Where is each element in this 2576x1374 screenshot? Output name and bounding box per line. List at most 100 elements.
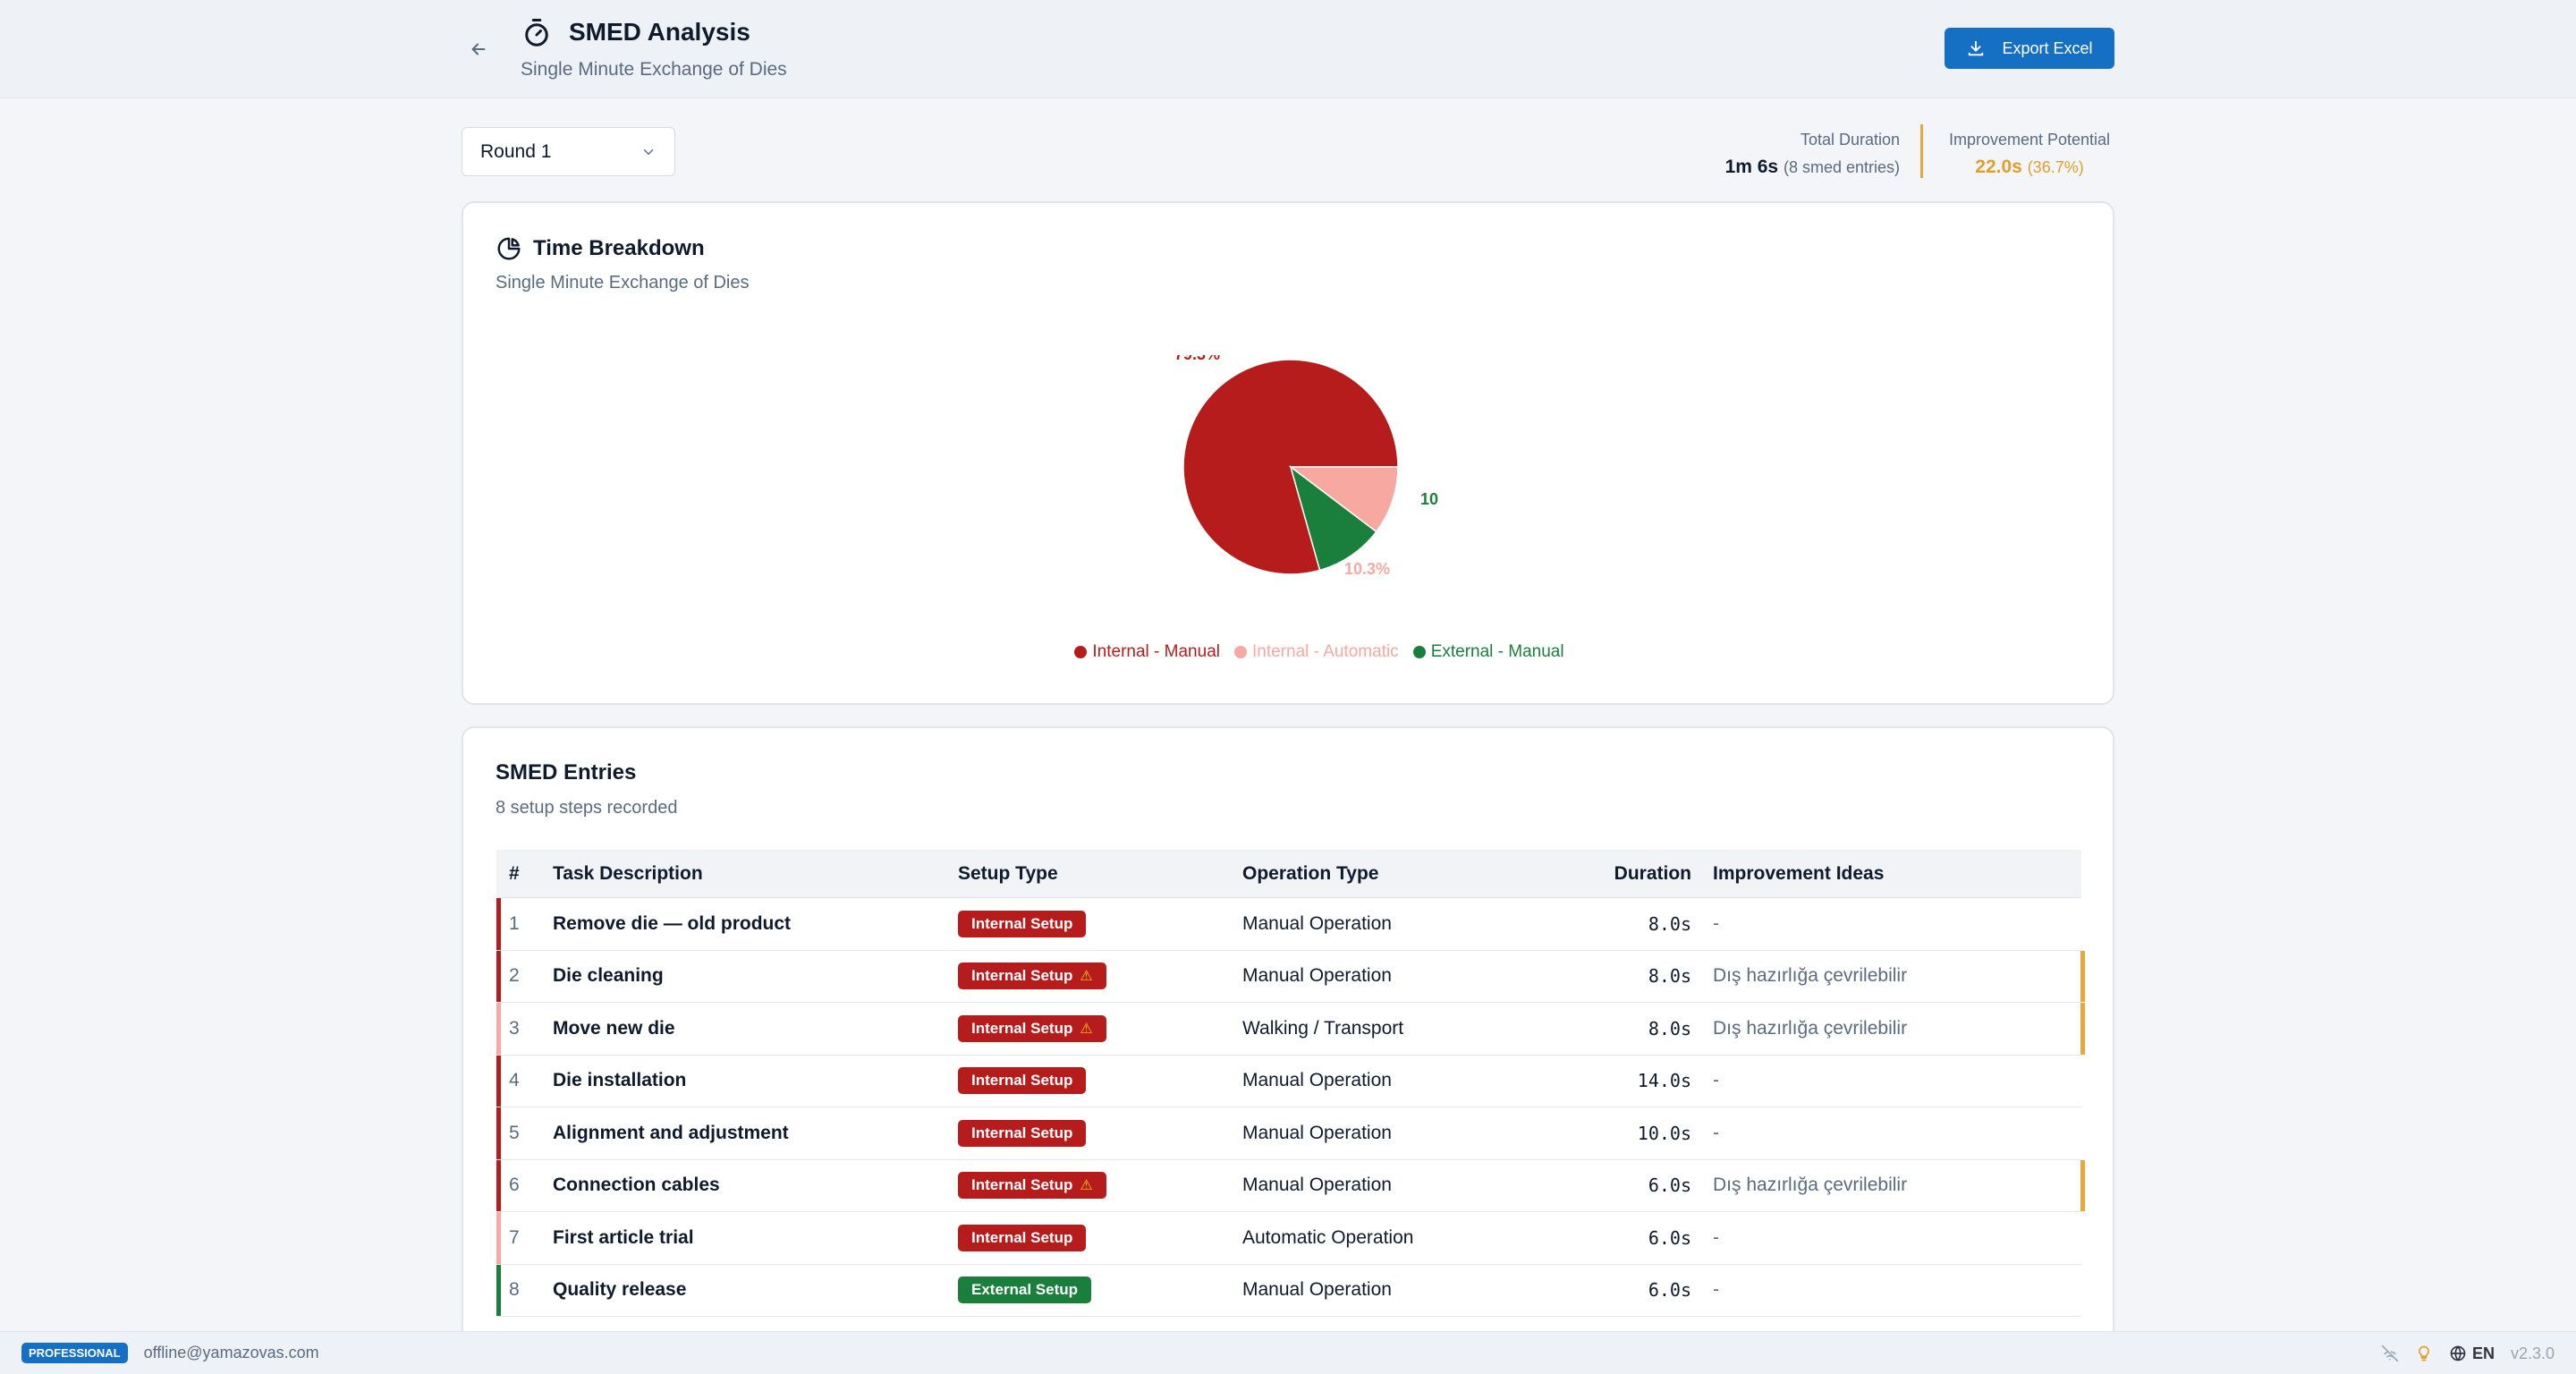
pie-slice[interactable] [1289, 465, 1377, 572]
duration-value: 8.0s [1648, 1017, 1691, 1039]
pie-chart: 79.3% 10.3% 10.3% [1174, 355, 1438, 578]
language-switcher[interactable]: EN [2449, 1344, 2495, 1363]
col-header-setup: Setup Type [958, 862, 1058, 884]
table-row[interactable]: 4 Die installation Internal Setup Manual Op… [496, 1055, 2081, 1107]
col-header-task: Task Description [553, 862, 703, 884]
improvement-number: 22.0s [1975, 157, 2022, 177]
setup-type-badge: Internal Setup ⚠ [958, 1014, 1106, 1042]
table-header: # Task Description Setup Type Operation … [496, 850, 2081, 898]
task-description: Quality release [553, 1279, 687, 1301]
duration-value: 14.0s [1637, 1070, 1691, 1092]
duration-value: 6.0s [1648, 1279, 1691, 1302]
row-number: 8 [509, 1279, 520, 1301]
chart-legend: Internal - Manual Internal - Automatic Ext… [463, 642, 2113, 662]
entries-table: # Task Description Setup Type Operation … [496, 850, 2085, 1317]
table-row[interactable]: 8 Quality release External Setup Manual Ope… [496, 1264, 2081, 1317]
task-description: First article trial [553, 1226, 694, 1248]
task-description: Move new die [553, 1017, 675, 1039]
improvement-idea: - [1713, 1279, 1719, 1301]
pie-slice-label: 10.3% [1420, 490, 1438, 508]
page-title: SMED Analysis [569, 18, 750, 46]
operation-type: Walking / Transport [1242, 1017, 1404, 1039]
table-row[interactable]: 5 Alignment and adjustment Internal Setup M… [496, 1107, 2081, 1160]
chevron-down-icon [643, 148, 654, 155]
setup-type-cell: External Setup [958, 1276, 1242, 1304]
table-row[interactable]: 2 Die cleaning Internal Setup ⚠ Manual Opera… [496, 950, 2085, 1003]
setup-type-cell: Internal Setup [958, 910, 1242, 937]
time-breakdown-card: Time Breakdown Single Minute Exchange of… [462, 201, 2114, 705]
row-type-indicator [496, 1264, 501, 1316]
legend-item[interactable]: Internal - Manual [1074, 642, 1220, 662]
row-number: 5 [509, 1122, 520, 1143]
table-row[interactable]: 3 Move new die Internal Setup ⚠ Walking / Tr… [496, 1003, 2085, 1056]
table-body: 1 Remove die — old product Internal Setup M… [496, 898, 2085, 1317]
col-header-ideas: Improvement Ideas [1713, 862, 1885, 884]
setup-type-cell: Internal Setup [958, 1224, 1242, 1251]
round-selected-value: Round 1 [480, 140, 552, 162]
improvement-idea: - [1713, 1122, 1719, 1143]
footer-bar: PROFESSIONAL offline@yamazovas.com EN v2… [0, 1331, 2576, 1374]
duration-value: 6.0s [1648, 1175, 1691, 1197]
version-label: v2.3.0 [2510, 1344, 2555, 1362]
col-header-duration: Duration [1614, 862, 1691, 884]
row-type-indicator [496, 1212, 501, 1264]
operation-type: Manual Operation [1242, 1175, 1392, 1196]
warning-icon: ⚠ [1080, 1178, 1093, 1194]
lightbulb-icon[interactable] [2415, 1344, 2433, 1362]
pie-slice-label: 10.3% [1344, 560, 1390, 578]
row-number: 1 [509, 912, 520, 934]
improvement-sub: (36.7%) [2027, 158, 2084, 176]
wifi-off-icon[interactable] [2381, 1344, 2399, 1362]
warning-icon: ⚠ [1080, 1021, 1093, 1037]
setup-type-cell: Internal Setup [958, 1067, 1242, 1095]
pie-slice-label: 79.3% [1174, 355, 1220, 363]
improvement-idea: Dış hazırlığa çevrilebilir [1713, 1175, 1908, 1196]
improvement-value: 22.0s (36.7%) [1943, 157, 2116, 178]
row-type-indicator [496, 1107, 501, 1159]
row-improvement-indicator [2080, 1003, 2085, 1055]
operation-type: Manual Operation [1242, 1070, 1392, 1091]
task-description: Die cleaning [553, 965, 664, 987]
setup-type-cell: Internal Setup [958, 1119, 1242, 1147]
table-row[interactable]: 7 First article trial Internal Setup Automa… [496, 1212, 2081, 1265]
setup-type-badge: Internal Setup [958, 1224, 1087, 1251]
total-duration-value: 1m 6s (8 smed entries) [1725, 157, 1900, 178]
task-description: Remove die — old product [553, 912, 792, 934]
chart-card-title: Time Breakdown [496, 235, 705, 262]
back-button[interactable] [465, 36, 492, 63]
operation-type: Manual Operation [1242, 965, 1392, 987]
setup-type-cell: Internal Setup ⚠ [958, 963, 1242, 990]
legend-item[interactable]: Internal - Automatic [1233, 642, 1399, 662]
language-label: EN [2471, 1344, 2495, 1362]
entries-card-subtitle: 8 setup steps recorded [496, 798, 678, 818]
improvement-idea: - [1713, 1226, 1719, 1248]
setup-type-badge: Internal Setup ⚠ [958, 963, 1106, 990]
pie-chart-icon [497, 237, 521, 260]
total-duration-number: 1m 6s [1724, 157, 1779, 177]
improvement-idea: Dış hazırlığa çevrilebilir [1713, 965, 1908, 987]
row-improvement-indicator [2080, 950, 2085, 1002]
improvement-stat: Improvement Potential 22.0s (36.7%) [1943, 131, 2116, 178]
setup-type-cell: Internal Setup ⚠ [958, 1014, 1242, 1042]
improvement-idea: - [1713, 1070, 1719, 1091]
row-type-indicator [496, 1055, 501, 1107]
legend-label: Internal - Manual [1092, 642, 1220, 661]
duration-value: 6.0s [1648, 1226, 1691, 1249]
row-type-indicator [496, 1159, 501, 1211]
row-number: 3 [509, 1017, 520, 1039]
improvement-idea: Dış hazırlığa çevrilebilir [1713, 1017, 1908, 1039]
legend-label: Internal - Automatic [1251, 642, 1399, 661]
pie-slice[interactable] [1288, 466, 1399, 533]
stopwatch-icon [525, 19, 548, 47]
arrow-left-icon [471, 43, 486, 55]
table-row[interactable]: 1 Remove die — old product Internal Setup M… [496, 898, 2081, 951]
legend-item[interactable]: External - Manual [1412, 642, 1564, 662]
row-number: 2 [509, 965, 520, 987]
round-select[interactable]: Round 1 [462, 127, 675, 176]
setup-type-badge: Internal Setup ⚠ [958, 1172, 1106, 1200]
export-excel-button[interactable]: Export Excel [1945, 28, 2114, 69]
duration-value: 10.0s [1637, 1122, 1691, 1144]
table-row[interactable]: 6 Connection cables Internal Setup ⚠ Manual … [496, 1159, 2085, 1212]
legend-dot [1233, 646, 1247, 658]
warning-icon: ⚠ [1080, 969, 1093, 985]
